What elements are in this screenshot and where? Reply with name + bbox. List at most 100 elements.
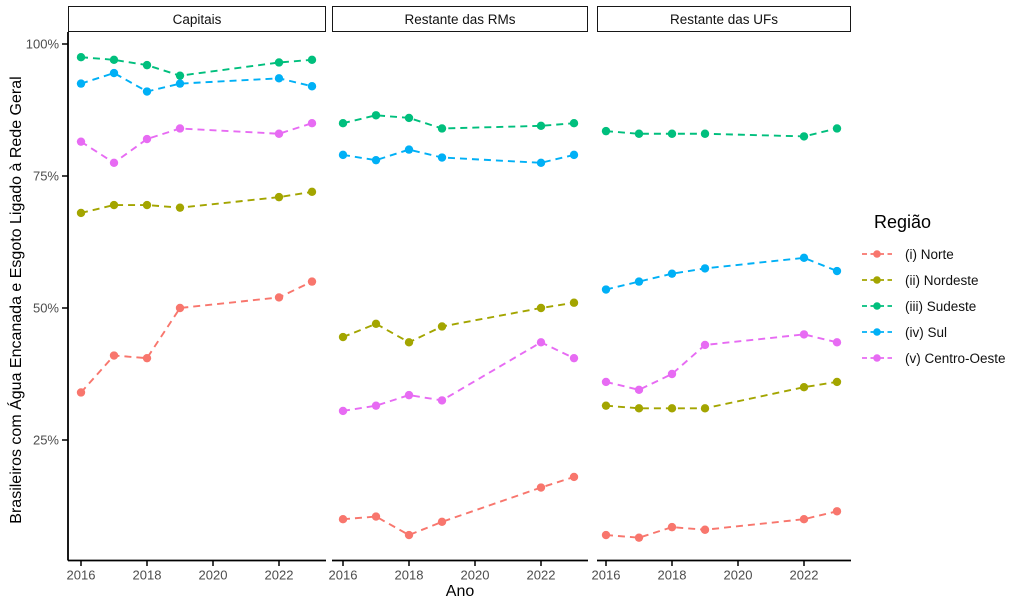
- legend-item-label: (iv) Sul: [905, 324, 948, 340]
- data-point-sul: [799, 253, 809, 263]
- data-point-centro-oeste: [404, 390, 414, 400]
- data-point-norte: [832, 507, 842, 516]
- data-point-sudeste: [338, 119, 348, 128]
- data-point-nordeste: [274, 192, 284, 202]
- data-point-nordeste: [799, 383, 809, 392]
- series-line-sudeste: [605, 127, 838, 138]
- x-tick-label: 2016: [67, 568, 96, 583]
- x-tick-label: 2018: [658, 568, 687, 583]
- data-point-sul: [404, 145, 414, 154]
- x-tick-label: 2018: [133, 568, 162, 583]
- data-point-centro-oeste: [700, 340, 710, 350]
- data-point-sudeste: [536, 121, 546, 131]
- data-point-norte: [142, 353, 152, 363]
- data-point-norte: [536, 483, 546, 492]
- legend-item-label: (i) Norte: [905, 246, 954, 262]
- data-point-sudeste: [634, 129, 644, 138]
- data-point-sul: [338, 150, 348, 160]
- data-point-sudeste: [569, 119, 579, 128]
- y-axis-title: Brasileiros com Água Encanada e Esgoto L…: [8, 76, 25, 524]
- data-point-norte: [109, 351, 119, 360]
- series-line-norte: [80, 280, 313, 394]
- data-point-norte: [274, 293, 284, 302]
- series-line-nordeste: [80, 190, 313, 214]
- data-point-sul: [76, 79, 86, 88]
- data-point-sudeste: [437, 124, 447, 133]
- series-line-norte: [342, 476, 575, 537]
- series-line-sul: [80, 72, 313, 93]
- legend-items: (i) Norte (ii) Nordeste (iii) Sudeste (iv) …: [862, 241, 1006, 371]
- data-point-centro-oeste: [76, 137, 86, 146]
- data-point-norte: [634, 533, 644, 542]
- data-point-centro-oeste: [569, 353, 579, 363]
- y-tick-label: 25%: [33, 433, 59, 448]
- data-point-nordeste: [832, 377, 842, 387]
- data-point-nordeste: [536, 303, 546, 313]
- series-line-centro-oeste: [80, 122, 313, 164]
- data-point-sudeste: [142, 60, 152, 70]
- series-line-sudeste: [80, 56, 313, 77]
- data-point-sudeste: [700, 129, 710, 138]
- facet-strip-capitais: Capitais: [68, 6, 326, 32]
- x-tick-label: 2016: [329, 568, 358, 583]
- legend-item-label: (ii) Nordeste: [905, 272, 979, 288]
- legend-title: Região: [874, 212, 932, 232]
- data-point-nordeste: [109, 200, 119, 210]
- data-point-centro-oeste: [832, 338, 842, 347]
- x-tick-label: 2020: [199, 568, 228, 583]
- data-point-centro-oeste: [634, 385, 644, 395]
- facet-strip-restante-rms: Restante das RMs: [332, 6, 588, 32]
- data-point-norte: [799, 515, 809, 524]
- data-point-norte: [307, 277, 317, 286]
- data-point-sudeste: [175, 71, 185, 80]
- y-tick-label: 50%: [33, 301, 59, 316]
- data-point-sul: [109, 68, 119, 78]
- data-point-nordeste: [307, 187, 317, 197]
- data-point-sul: [667, 269, 677, 278]
- x-tick-label: 2018: [395, 568, 424, 583]
- data-point-sudeste: [601, 126, 611, 136]
- data-point-nordeste: [404, 338, 414, 347]
- data-point-nordeste: [175, 203, 185, 212]
- data-point-sudeste: [109, 55, 119, 65]
- data-point-norte: [175, 303, 185, 313]
- legend-item-nordeste: (ii) Nordeste: [862, 267, 1006, 293]
- data-point-sul: [175, 79, 185, 88]
- data-point-sudeste: [832, 124, 842, 133]
- legend-key-icon: [862, 328, 892, 336]
- x-tick-label: 2020: [461, 568, 490, 583]
- data-point-centro-oeste: [175, 124, 185, 133]
- series-line-nordeste: [342, 301, 575, 344]
- data-point-sul: [700, 264, 710, 273]
- series-line-sul: [605, 256, 838, 291]
- data-point-norte: [569, 472, 579, 482]
- data-point-sudeste: [274, 58, 284, 67]
- data-point-centro-oeste: [536, 338, 546, 347]
- x-tick-label: 2016: [592, 568, 621, 583]
- data-point-centro-oeste: [274, 129, 284, 138]
- data-point-centro-oeste: [437, 396, 447, 405]
- data-point-centro-oeste: [667, 369, 677, 379]
- data-point-sudeste: [307, 55, 317, 65]
- legend-item-norte: (i) Norte: [862, 241, 1006, 267]
- data-point-sul: [569, 150, 579, 160]
- data-point-nordeste: [700, 404, 710, 413]
- data-point-sudeste: [799, 132, 809, 141]
- data-point-centro-oeste: [142, 134, 152, 144]
- data-point-nordeste: [634, 404, 644, 413]
- series-line-norte: [605, 510, 838, 539]
- data-point-sudeste: [371, 111, 381, 120]
- data-point-nordeste: [601, 401, 611, 410]
- x-tick-label: 2022: [265, 568, 294, 583]
- data-point-sul: [601, 285, 611, 294]
- x-tick-label: 2022: [527, 568, 556, 583]
- data-point-norte: [76, 388, 86, 397]
- data-point-sudeste: [667, 129, 677, 138]
- series-line-centro-oeste: [605, 333, 838, 391]
- data-point-sul: [634, 277, 644, 286]
- data-point-norte: [404, 530, 414, 540]
- data-point-norte: [338, 515, 348, 524]
- data-point-nordeste: [667, 404, 677, 413]
